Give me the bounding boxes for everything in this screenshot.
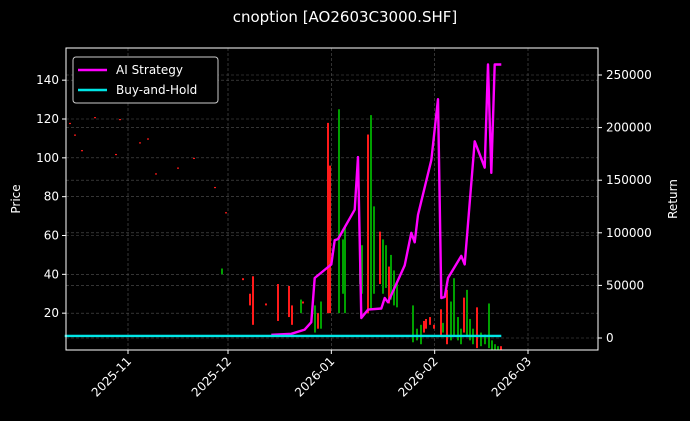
price-candle: [291, 305, 293, 325]
price-candle: [412, 305, 414, 343]
price-candle: [379, 231, 381, 285]
y-left-tick-label: 60: [44, 229, 59, 243]
y-left-axis-label: Price: [9, 184, 23, 213]
price-candle: [344, 225, 346, 314]
price-candle: [225, 212, 227, 214]
price-candle: [446, 289, 448, 345]
price-candle: [302, 301, 304, 304]
price-candle: [147, 138, 149, 140]
price-candle: [385, 245, 387, 288]
y-right-tick-label: 250000: [606, 68, 652, 82]
x-tick-label: 2025-12: [189, 354, 234, 399]
price-candle: [429, 317, 431, 325]
price-candle: [81, 150, 83, 152]
price-candle: [390, 254, 392, 300]
x-tick-label: 2026-01: [292, 354, 337, 399]
y-left-tick-label: 20: [44, 306, 59, 320]
price-candle: [265, 303, 267, 306]
return-lines: [64, 63, 502, 338]
price-candle: [416, 328, 418, 341]
price-candle: [367, 134, 369, 314]
price-candle: [433, 324, 435, 329]
price-candle: [329, 165, 331, 314]
price-candle: [494, 344, 496, 351]
x-tick-label: 2025-11: [89, 354, 134, 399]
price-candle: [252, 276, 254, 325]
price-candle: [177, 167, 179, 169]
price-candle: [317, 313, 319, 329]
price-candle: [469, 318, 471, 341]
legend-label-buy-and-hold: Buy-and-Hold: [116, 83, 197, 97]
price-candle: [342, 239, 344, 294]
price-candle: [338, 109, 340, 314]
y-right-tick-label: 50000: [606, 278, 644, 292]
price-candle: [484, 334, 486, 345]
y-left-tick-label: 80: [44, 190, 59, 204]
price-candle: [370, 115, 372, 310]
price-candle: [361, 245, 363, 294]
x-tick-label: 2026-03: [489, 354, 534, 399]
legend-label-ai-strategy: AI Strategy: [116, 63, 183, 77]
price-candle: [327, 122, 329, 314]
price-candle: [139, 142, 141, 144]
gridlines: [66, 48, 598, 350]
price-candle: [440, 309, 442, 337]
price-candle: [74, 134, 76, 136]
price-candle: [453, 278, 455, 337]
price-candle: [155, 173, 157, 175]
price-candle: [450, 301, 452, 341]
y-right-tick-label: 150000: [606, 173, 652, 187]
price-candle: [488, 303, 490, 349]
y-right-tick-label: 100000: [606, 226, 652, 240]
price-candle: [314, 305, 316, 333]
y-right-tick-label: 0: [606, 331, 614, 345]
price-candle: [476, 307, 478, 349]
price-candle: [69, 122, 71, 125]
price-candle: [288, 285, 290, 318]
price-candle: [193, 157, 195, 160]
price-candle: [491, 340, 493, 351]
price-candle: [442, 322, 444, 333]
price-candle: [277, 284, 279, 321]
price-candle: [214, 186, 216, 189]
price-candle: [382, 239, 384, 294]
price-candle: [119, 119, 121, 121]
price-candle: [480, 332, 482, 347]
price-candle: [500, 346, 502, 351]
plot-frame: [65, 47, 599, 351]
price-candle: [94, 117, 96, 119]
y-left-tick-label: 140: [36, 73, 59, 87]
price-candle: [249, 293, 251, 306]
price-candle: [300, 299, 302, 314]
price-candle: [320, 301, 322, 329]
y-left-tick-label: 100: [36, 151, 59, 165]
price-candle: [373, 206, 375, 294]
price-candle: [423, 320, 425, 333]
price-candle: [221, 268, 223, 275]
legend: AI Strategy Buy-and-Hold: [72, 56, 219, 104]
price-candle: [466, 289, 468, 337]
price-candles: [69, 109, 502, 351]
x-tick-label: 2026-02: [395, 354, 440, 399]
price-candle: [457, 317, 459, 341]
y-right-axis-label: Return: [666, 179, 680, 219]
price-candle: [420, 324, 422, 345]
price-candle: [396, 284, 398, 308]
price-candle: [242, 278, 244, 281]
price-candle: [425, 318, 427, 329]
price-candle: [463, 297, 465, 333]
price-candle: [115, 153, 117, 156]
y-left-tick-label: 120: [36, 112, 59, 126]
ai-strategy-line: [271, 63, 502, 336]
price-candle: [388, 266, 390, 304]
legend-box: [72, 56, 219, 104]
chart-title: cnoption [AO2603C3000.SHF]: [232, 8, 458, 26]
y-left-tick-label: 40: [44, 267, 59, 281]
price-candle: [497, 346, 499, 351]
y-right-tick-label: 200000: [606, 121, 652, 135]
